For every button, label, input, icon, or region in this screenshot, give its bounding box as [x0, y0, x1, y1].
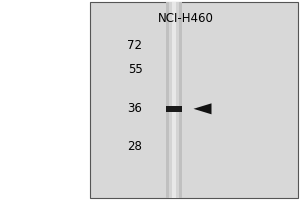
Text: NCI-H460: NCI-H460: [158, 12, 214, 25]
Polygon shape: [194, 103, 211, 114]
Text: 55: 55: [128, 63, 142, 76]
Text: 72: 72: [128, 39, 142, 52]
Bar: [90, 2, 298, 198]
Bar: [179, 2, 182, 198]
Bar: [169, 2, 172, 198]
Bar: [166, 2, 169, 198]
Text: 36: 36: [128, 102, 142, 115]
Text: 28: 28: [128, 140, 142, 153]
Bar: [166, 106, 182, 112]
Bar: [176, 2, 179, 198]
Bar: [172, 2, 176, 198]
